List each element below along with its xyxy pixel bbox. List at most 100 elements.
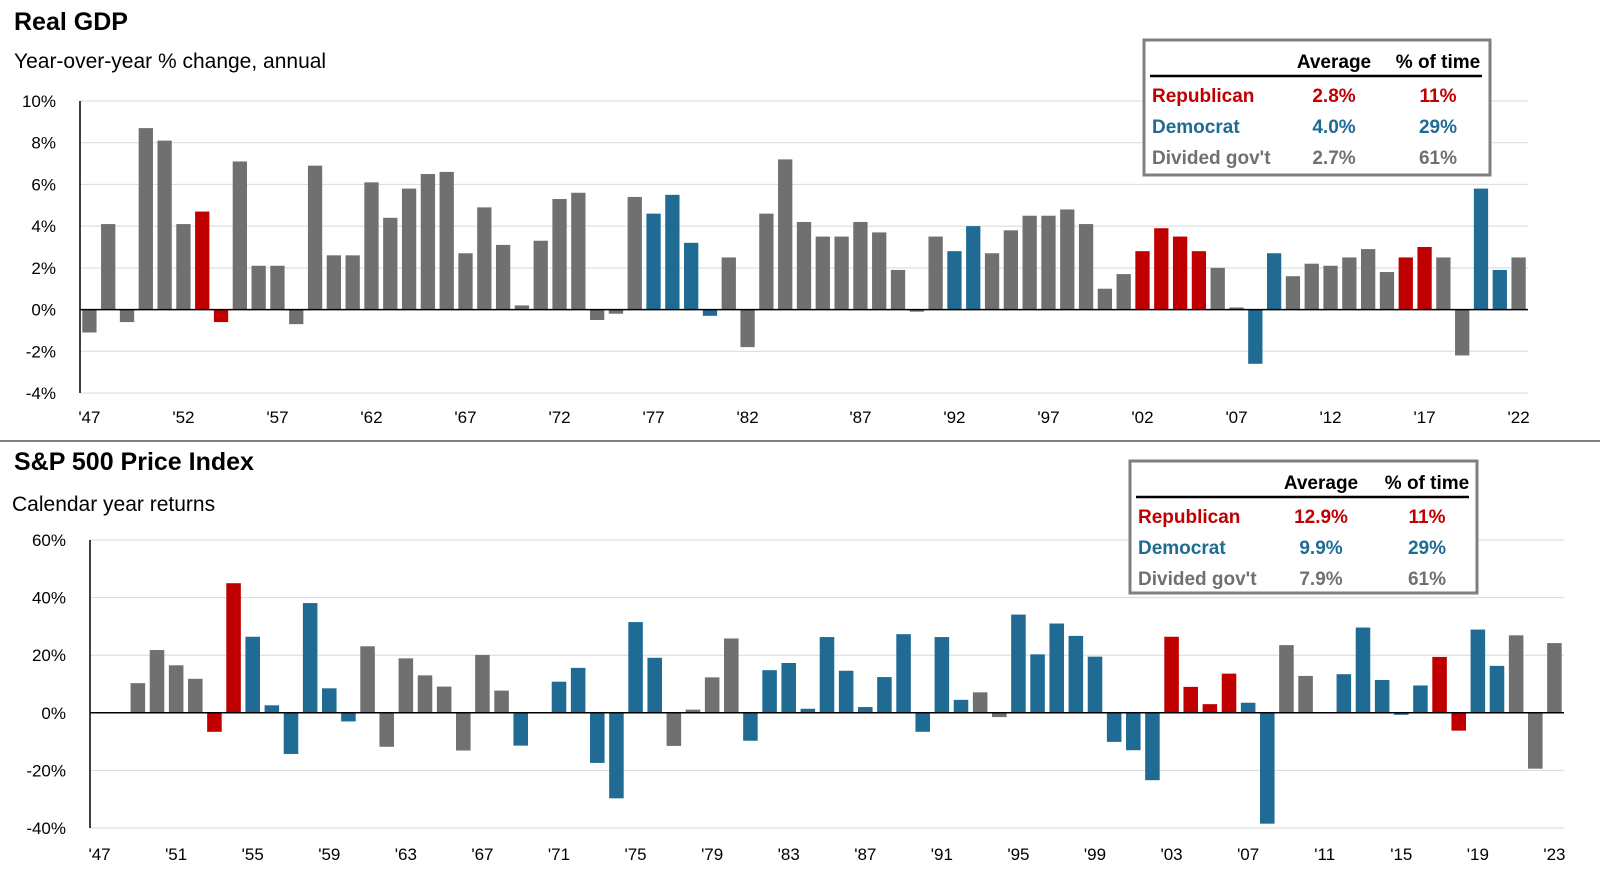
bar-2005 — [1202, 704, 1218, 713]
bar-2021 — [1473, 188, 1489, 310]
y-tick-label: 10% — [22, 92, 56, 111]
bar-1980 — [702, 309, 718, 316]
bar-1977 — [646, 213, 661, 310]
bar-1958 — [302, 603, 318, 713]
bar-1976 — [647, 657, 662, 713]
bar-1990 — [915, 712, 930, 732]
bar-1960 — [341, 712, 356, 722]
legend-average: 2.7% — [1312, 148, 1355, 169]
bar-1995 — [1011, 614, 1026, 713]
bar-1952 — [188, 678, 203, 713]
y-tick-label: -20% — [26, 761, 66, 780]
bar-1953 — [207, 712, 222, 732]
legend-average: 7.9% — [1299, 569, 1342, 590]
bar-1947 — [82, 309, 97, 333]
bar-1951 — [157, 140, 172, 310]
bar-1981 — [721, 257, 736, 310]
x-tick-label: '67 — [454, 408, 476, 427]
bar-1958 — [289, 309, 304, 325]
bar-1968 — [494, 690, 509, 713]
bar-2022 — [1492, 269, 1507, 310]
bar-2016 — [1379, 272, 1395, 310]
bar-1974 — [590, 309, 605, 320]
y-tick-label: 60% — [32, 531, 66, 550]
x-tick-label: '95 — [1007, 845, 1029, 864]
bar-1948 — [101, 224, 116, 310]
bar-1985 — [796, 221, 812, 310]
bar-1954 — [226, 583, 241, 713]
x-tick-label: '47 — [78, 408, 100, 427]
bar-1962 — [364, 182, 379, 310]
sp500-legend-table: Average % of time Republican 12.9% 11% Democr… — [1128, 459, 1479, 595]
bar-2017 — [1432, 656, 1447, 713]
bar-2002 — [1116, 274, 1131, 310]
legend-average: 4.0% — [1312, 117, 1355, 138]
bar-1957 — [283, 712, 299, 754]
bar-2018 — [1451, 712, 1466, 731]
bar-2007 — [1240, 702, 1256, 713]
y-tick-label: -40% — [26, 819, 66, 838]
sp500-title: S&P 500 Price Index — [14, 448, 254, 476]
sp500-y-axis-labels: -40% -20% 0% 20% 40% 60% — [26, 531, 66, 838]
bar-2000 — [1106, 712, 1122, 742]
bar-1991 — [934, 637, 950, 713]
gdp-panel: Real GDP Year-over-year % change, annual… — [14, 8, 1530, 427]
bar-1990 — [890, 269, 906, 310]
bar-1969 — [513, 712, 528, 746]
y-tick-label: 40% — [32, 589, 66, 608]
x-tick-label: '91 — [931, 845, 953, 864]
bar-1979 — [704, 677, 720, 713]
bar-2020 — [1489, 665, 1505, 713]
bar-1972 — [570, 667, 586, 713]
legend-pct-time: 29% — [1419, 117, 1457, 138]
bar-1986 — [838, 670, 854, 713]
x-tick-label: '82 — [737, 408, 759, 427]
x-tick-label: '02 — [1131, 408, 1153, 427]
x-tick-label: '15 — [1390, 845, 1412, 864]
x-tick-label: '99 — [1084, 845, 1106, 864]
bar-2006 — [1221, 673, 1237, 713]
gdp-legend-table: Average % of time Republican 2.8% 11% Democra… — [1142, 38, 1492, 177]
bar-1982 — [740, 309, 755, 348]
bar-2018 — [1417, 247, 1432, 310]
legend-header-average: Average — [1297, 52, 1371, 73]
legend-header-pct-time: % of time — [1396, 52, 1480, 73]
legend-average: 12.9% — [1294, 507, 1348, 528]
bar-1967 — [475, 654, 490, 713]
bar-1996 — [1030, 654, 1045, 713]
y-tick-label: 6% — [31, 175, 56, 194]
legend-pct-time: 29% — [1408, 538, 1446, 559]
bar-1992 — [928, 236, 943, 310]
bar-1999 — [1060, 209, 1075, 310]
bar-1996 — [1003, 230, 1018, 310]
bar-1964 — [417, 675, 433, 713]
bar-2014 — [1342, 257, 1357, 310]
x-tick-label: '72 — [548, 408, 570, 427]
gdp-subtitle: Year-over-year % change, annual — [14, 50, 326, 73]
bar-1993 — [972, 692, 988, 713]
legend-box — [1142, 38, 1492, 177]
bar-2019 — [1436, 257, 1451, 310]
gdp-y-axis-labels: -4% -2% 0% 2% 4% 6% 8% 10% — [22, 92, 56, 403]
legend-pct-time: 61% — [1408, 569, 1446, 590]
x-tick-label: '19 — [1467, 845, 1489, 864]
bar-1993 — [947, 251, 962, 310]
bar-1950 — [138, 128, 153, 310]
bar-1949 — [119, 309, 135, 323]
bar-1961 — [360, 646, 375, 713]
x-tick-label: '62 — [360, 408, 382, 427]
x-tick-label: '59 — [318, 845, 340, 864]
bar-1989 — [872, 232, 887, 310]
bar-1983 — [759, 213, 774, 310]
bar-1991 — [909, 309, 924, 312]
bar-1997 — [1049, 623, 1064, 713]
bar-1954 — [213, 309, 229, 323]
bar-2019 — [1470, 629, 1486, 713]
legend-pct-time: 61% — [1419, 148, 1457, 169]
bar-1985 — [819, 637, 835, 713]
bar-2005 — [1172, 236, 1188, 310]
legend-label: Divided gov't — [1138, 569, 1257, 590]
bar-2016 — [1413, 685, 1428, 713]
x-tick-label: '57 — [266, 408, 288, 427]
bar-1952 — [176, 224, 191, 310]
